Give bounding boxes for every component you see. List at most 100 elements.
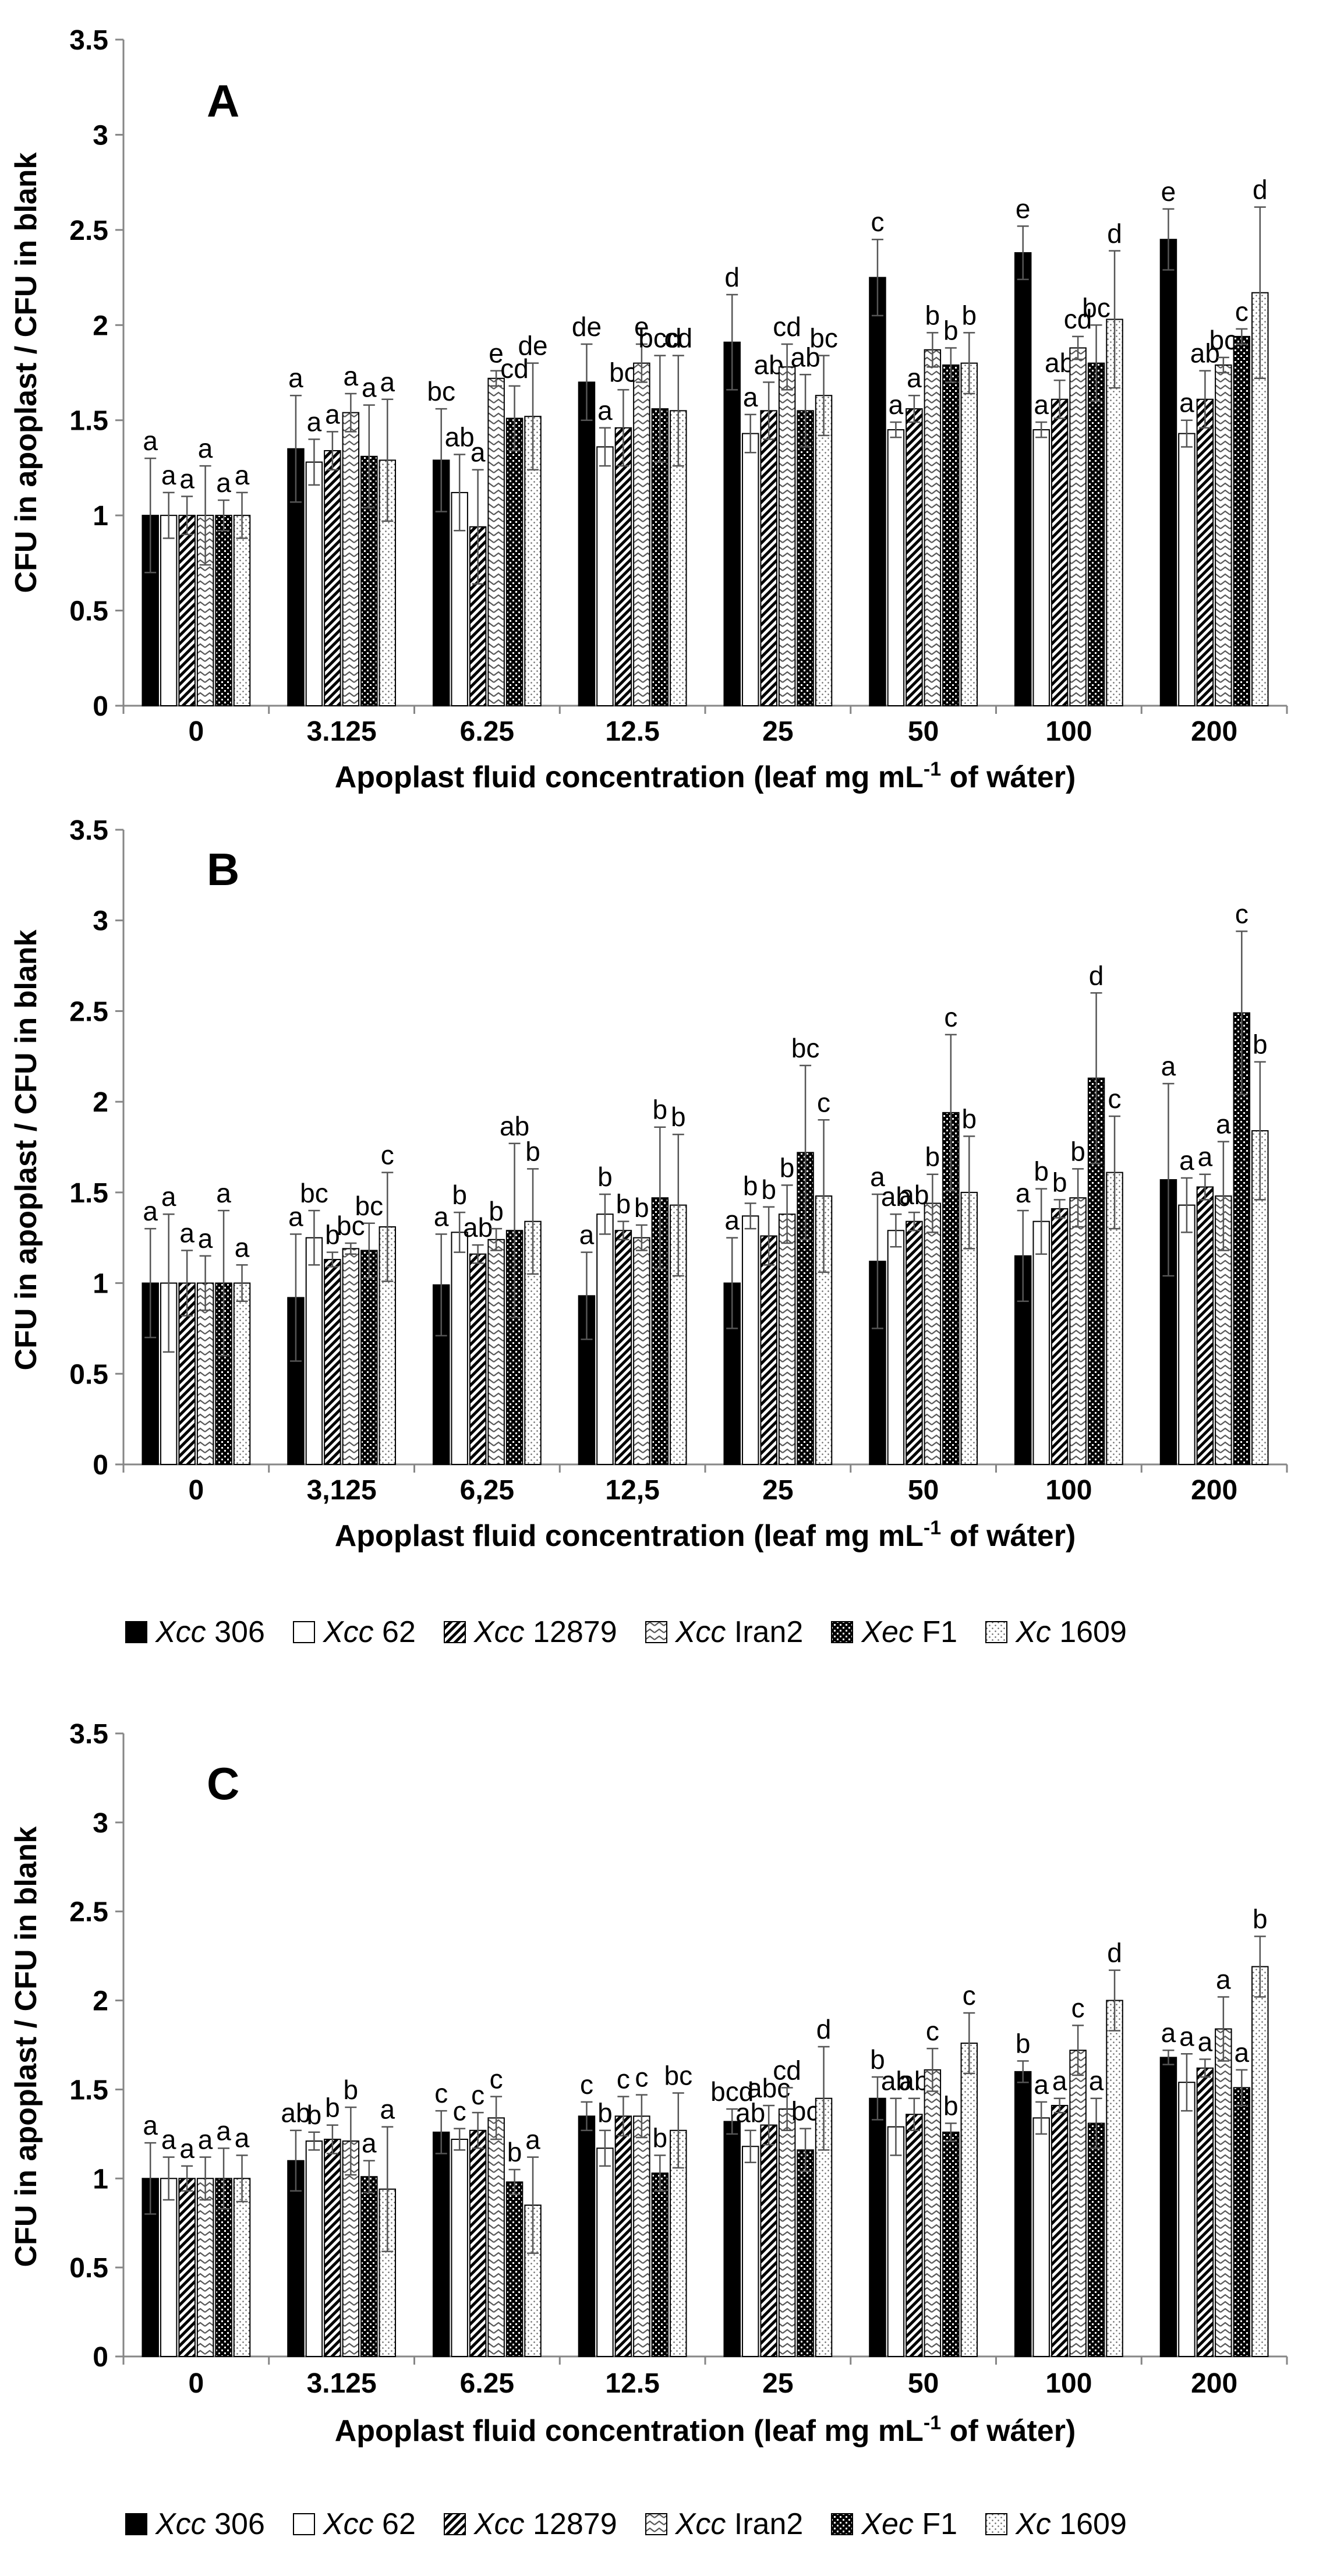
significance-letter: b <box>525 1136 540 1166</box>
x-axis-label: Apoplast fluid concentration (leaf mg mL… <box>335 758 1076 794</box>
y-tick-label: 1 <box>93 1269 108 1300</box>
legend-item: Xc 1609 <box>985 2507 1127 2542</box>
bar <box>1178 433 1196 706</box>
significance-letter: b <box>634 1193 649 1223</box>
legend-item: Xcc 62 <box>292 1615 416 1650</box>
bar <box>178 515 196 707</box>
significance-letter: a <box>1216 1109 1231 1140</box>
bar <box>596 2147 614 2357</box>
significance-letter: a <box>1016 1178 1031 1208</box>
x-tick-label: 25 <box>762 2368 793 2399</box>
significance-letter: a <box>161 460 176 490</box>
significance-letter: b <box>870 2044 885 2075</box>
bar <box>196 2178 214 2357</box>
y-tick-label: 3.5 <box>69 25 108 56</box>
significance-letter: cd <box>773 312 801 342</box>
bar <box>651 2172 669 2357</box>
x-tick-label: 25 <box>762 716 793 747</box>
significance-letter: a <box>179 1218 194 1248</box>
y-tick-label: 2.5 <box>69 996 108 1027</box>
significance-letter: ab <box>735 2098 765 2128</box>
x-tick-label: 25 <box>762 1475 793 1506</box>
x-tick-label: 3.125 <box>307 716 377 747</box>
bar <box>942 2131 960 2357</box>
bar <box>524 416 542 706</box>
legend-item: Xec F1 <box>831 2507 957 2542</box>
legend-label: Xcc 62 <box>323 1615 416 1649</box>
bar <box>324 450 341 706</box>
bar <box>797 2149 814 2357</box>
significance-letter: d <box>1253 175 1268 205</box>
significance-letter: bc <box>791 1033 820 1063</box>
chart-panel-a: 0 0.5 1 1.5 2 2.5 3 3.5 0 3.125 6.25 12.5 25 50 100 200… <box>9 25 1288 794</box>
bar <box>451 2139 468 2357</box>
significance-letter: bc <box>791 2096 820 2126</box>
y-tick-label: 0.5 <box>69 596 108 627</box>
significance-letter: c <box>944 1002 957 1032</box>
significance-letter: a <box>380 2094 395 2125</box>
significance-letter: a <box>1179 1145 1194 1176</box>
significance-letter: cd <box>773 2055 801 2085</box>
significance-letter: c <box>926 2016 939 2046</box>
bar <box>1087 2122 1105 2357</box>
legend-label: Xcc 12879 <box>473 2507 617 2541</box>
bar <box>924 1202 942 1465</box>
bar <box>760 1235 777 1465</box>
significance-letter: b <box>961 300 977 330</box>
significance-letter: c <box>1071 1993 1085 2023</box>
significance-letter: a <box>1161 1051 1176 1081</box>
significance-letter: b <box>925 300 940 330</box>
x-tick-label: 200 <box>1191 1475 1237 1506</box>
significance-letter: a <box>870 1162 885 1192</box>
y-tick-label: 2 <box>93 1087 108 1118</box>
significance-letter: bcd <box>638 323 681 353</box>
significance-letter: a <box>907 363 922 393</box>
legend-swatch <box>985 1621 1008 1643</box>
bar <box>1069 2050 1087 2357</box>
significance-letter: c <box>381 1140 394 1170</box>
significance-letter: e <box>489 338 504 369</box>
bar <box>887 1230 905 1465</box>
y-tick-label: 0.5 <box>69 1359 108 1390</box>
significance-letter: ab <box>881 1181 911 1212</box>
significance-letter: b <box>761 1174 776 1205</box>
panel-label: C <box>207 1758 239 1809</box>
x-tick-label: 100 <box>1045 716 1092 747</box>
significance-letter: bc <box>1209 325 1238 355</box>
significance-letter: b <box>452 1180 467 1210</box>
significance-letter: a <box>1034 2069 1049 2100</box>
legend-label: Xcc Iran2 <box>675 1615 804 1649</box>
legend-top: Xcc 306 Xcc 62 Xcc 12879 Xcc Iran2 Xec F1 Xc … <box>125 1612 1127 1653</box>
legend-label: Xc 1609 <box>1016 1615 1127 1649</box>
significance-letter: c <box>1235 898 1248 929</box>
bar <box>215 515 232 707</box>
legend-swatch <box>831 2513 854 2535</box>
significance-letter: c <box>490 2064 503 2094</box>
significance-letter: ab <box>281 2098 310 2128</box>
bar <box>906 1220 923 1466</box>
bar <box>233 515 251 707</box>
significance-letter: bc <box>1082 292 1110 323</box>
significance-letter: b <box>1253 1029 1268 1060</box>
significance-letter: c <box>453 2096 466 2126</box>
bar <box>614 2115 632 2357</box>
legend-label: Xec F1 <box>861 2507 958 2541</box>
bar <box>487 1239 505 1465</box>
legend-item: Xcc 12879 <box>443 2507 617 2542</box>
significance-letter: cd <box>1064 304 1092 334</box>
significance-letter: b <box>597 1162 613 1192</box>
significance-letter: b <box>1070 1136 1085 1166</box>
significance-letter: ab <box>1190 338 1220 369</box>
significance-letter: bc <box>300 1178 328 1208</box>
legend-label: Xcc 12879 <box>473 1615 617 1649</box>
bar <box>1159 239 1177 706</box>
legend-item: Xcc Iran2 <box>645 1615 804 1650</box>
significance-letter: a <box>362 373 377 403</box>
significance-letter: d <box>1107 1938 1122 1968</box>
significance-letter: b <box>653 2123 668 2153</box>
significance-letter: b <box>943 316 959 346</box>
bar <box>233 1282 251 1465</box>
legend-item: Xcc 306 <box>125 1615 265 1650</box>
bar <box>942 364 960 706</box>
significance-letter: a <box>344 361 359 391</box>
